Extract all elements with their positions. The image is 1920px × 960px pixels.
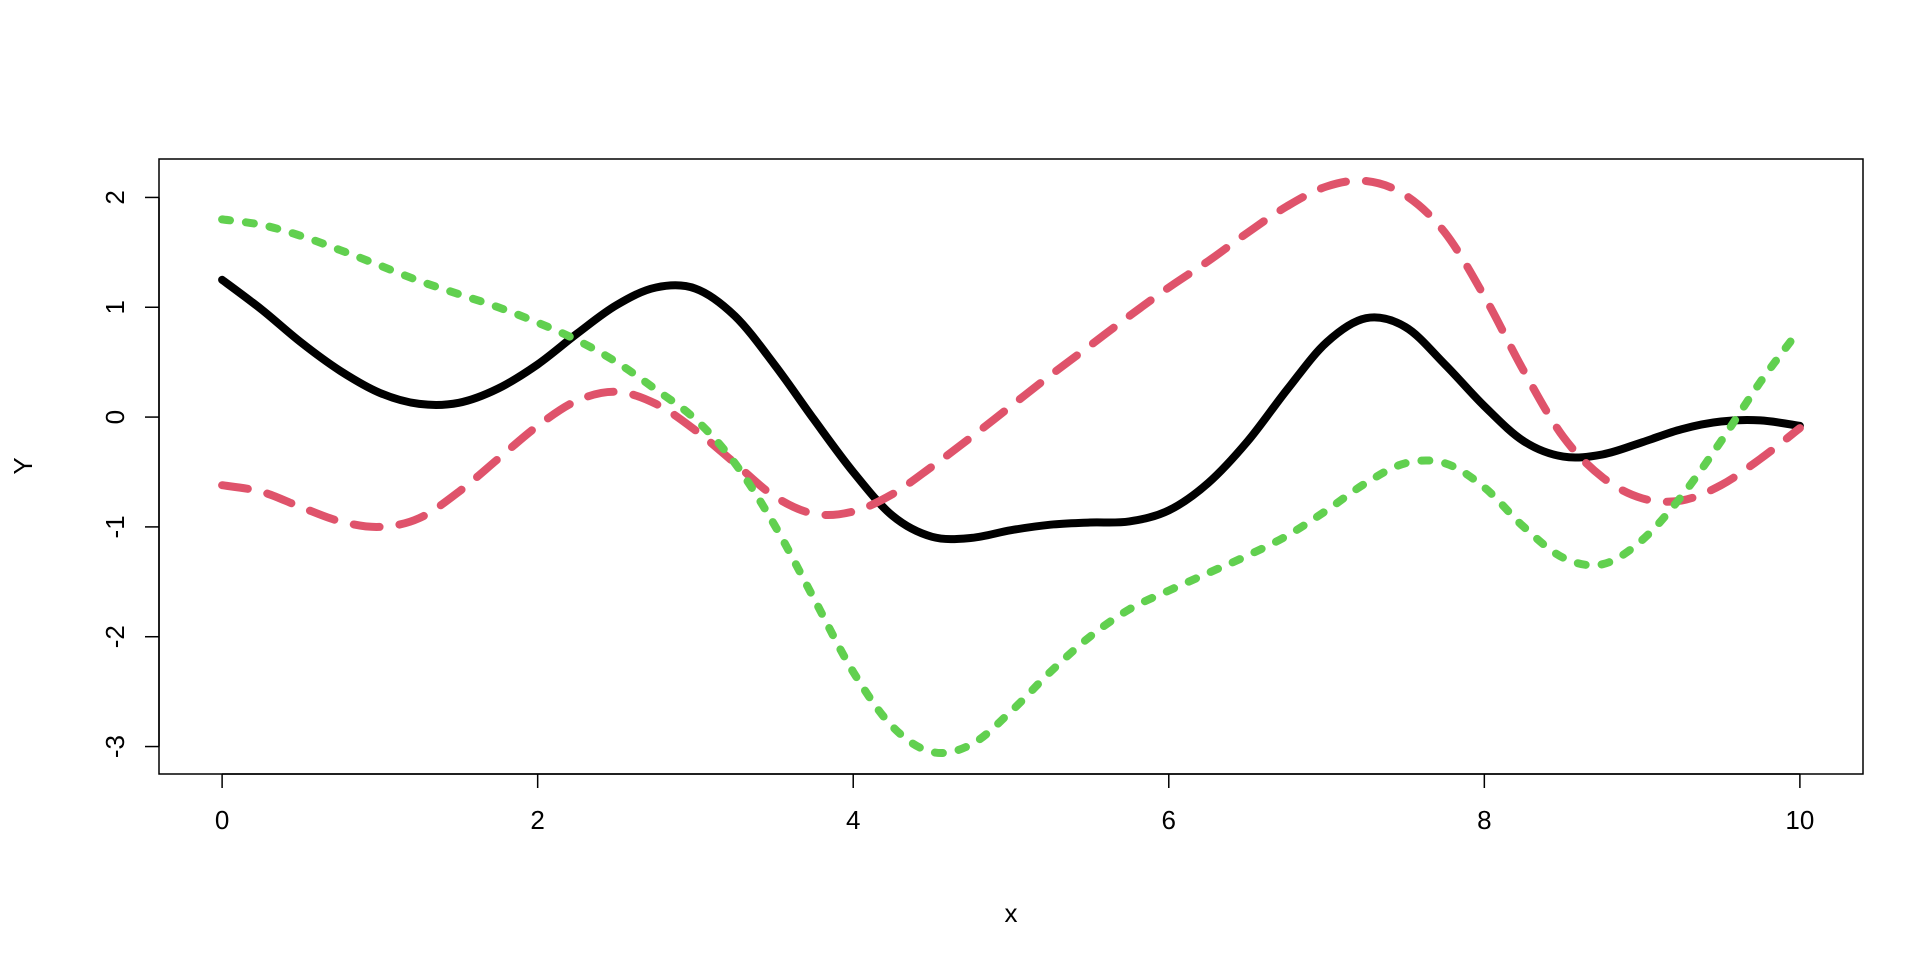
y-tick-label: -3 xyxy=(100,735,130,758)
series-line-3 xyxy=(218,215,1804,758)
y-tick-label: -2 xyxy=(100,625,130,648)
series-layer xyxy=(218,176,1804,758)
y-tick-label: 2 xyxy=(100,190,130,204)
series-line-1 xyxy=(218,275,1804,544)
x-axis: 0 2 4 6 8 10 xyxy=(215,773,1814,835)
x-axis-label: x xyxy=(1005,898,1018,928)
x-tick-label: 8 xyxy=(1477,805,1491,835)
x-tick-label: 2 xyxy=(530,805,544,835)
x-tick-label: 4 xyxy=(846,805,860,835)
x-tick-label: 10 xyxy=(1785,805,1814,835)
series-line-2 xyxy=(218,176,1804,531)
x-tick-label: 0 xyxy=(215,805,229,835)
y-tick-label: 1 xyxy=(100,300,130,314)
y-tick-label: 0 xyxy=(100,410,130,424)
x-tick-label: 6 xyxy=(1162,805,1176,835)
y-axis-label: Y xyxy=(8,457,38,474)
y-tick-label: -1 xyxy=(100,515,130,538)
y-axis: -3 -2 -1 0 1 2 xyxy=(100,190,160,758)
plot-frame xyxy=(158,158,1864,775)
